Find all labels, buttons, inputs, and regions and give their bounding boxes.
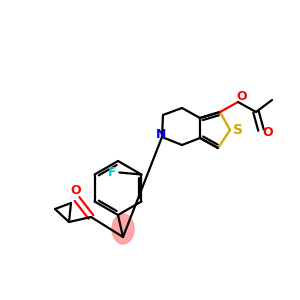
Text: O: O	[237, 91, 247, 103]
Text: O: O	[263, 125, 273, 139]
Text: N: N	[156, 128, 166, 142]
Text: F: F	[108, 166, 117, 179]
Ellipse shape	[112, 214, 134, 244]
Text: S: S	[233, 123, 243, 137]
Text: O: O	[71, 184, 81, 196]
